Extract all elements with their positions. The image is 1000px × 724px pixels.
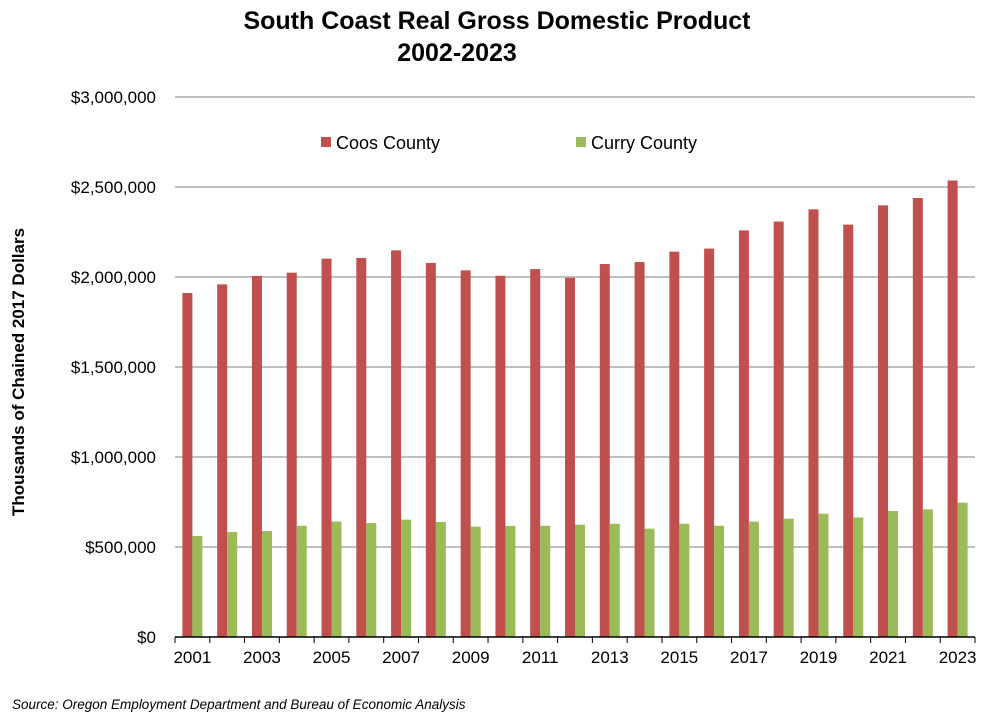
- x-tick-label: 2021: [869, 648, 907, 667]
- y-axis-label: Thousands of Chained 2017 Dollars: [9, 228, 28, 516]
- bar-coos-county-2005: [321, 258, 332, 637]
- y-tick-label: $0: [137, 628, 156, 647]
- legend-swatch-curry: [576, 137, 586, 147]
- bar-coos-county-2009: [460, 270, 471, 637]
- bar-coos-county-2013: [599, 264, 610, 637]
- bar-coos-county-2011: [530, 269, 541, 637]
- bar-curry-county-2015: [679, 523, 690, 637]
- bar-coos-county-2014: [634, 262, 645, 637]
- bar-coos-county-2004: [286, 272, 297, 637]
- bar-coos-county-2003: [251, 275, 262, 637]
- y-tick-label: $500,000: [85, 538, 156, 557]
- bar-curry-county-2001: [192, 536, 203, 637]
- bar-curry-county-2019: [818, 513, 829, 637]
- bar-coos-county-2008: [425, 262, 436, 637]
- chart-subtitle: 2002-2023: [397, 39, 517, 67]
- x-tick-label: 2007: [382, 648, 420, 667]
- x-tick-label: 2013: [591, 648, 629, 667]
- bar-curry-county-2008: [435, 521, 446, 637]
- bar-coos-county-2012: [565, 277, 575, 637]
- bar-coos-county-2023: [947, 180, 958, 637]
- bar-coos-county-2002: [217, 284, 228, 637]
- bar-curry-county-2007: [401, 519, 412, 637]
- bar-coos-county-2006: [356, 257, 367, 637]
- bar-coos-county-2018: [773, 221, 784, 637]
- bar-curry-county-2005: [331, 521, 342, 637]
- bar-curry-county-2023: [957, 502, 968, 637]
- x-tick-label: 2011: [522, 648, 559, 667]
- bar-coos-county-2020: [843, 224, 854, 637]
- bar-curry-county-2012: [575, 524, 585, 637]
- bar-curry-county-2013: [609, 523, 620, 637]
- bar-curry-county-2006: [366, 523, 377, 637]
- bar-coos-county-2016: [704, 248, 715, 637]
- bar-curry-county-2021: [888, 511, 899, 637]
- bar-curry-county-2010: [505, 525, 516, 637]
- y-tick-label: $1,500,000: [71, 358, 156, 377]
- bar-curry-county-2020: [853, 517, 864, 637]
- bar-curry-county-2004: [296, 525, 307, 637]
- bar-curry-county-2009: [470, 526, 481, 637]
- bar-coos-county-2007: [391, 250, 402, 638]
- y-tick-label: $2,000,000: [71, 268, 156, 287]
- bar-coos-county-2010: [495, 275, 506, 637]
- x-tick-label: 2001: [173, 648, 211, 667]
- y-tick-label: $2,500,000: [71, 178, 156, 197]
- y-tick-label: $1,000,000: [71, 448, 156, 467]
- bar-coos-county-2015: [669, 251, 680, 637]
- legend-label-curry: Curry County: [591, 133, 697, 153]
- x-tick-label: 2015: [660, 648, 698, 667]
- bar-curry-county-2011: [540, 525, 551, 637]
- x-tick-label: 2005: [313, 648, 351, 667]
- bar-curry-county-2018: [783, 518, 794, 637]
- bar-coos-county-2001: [182, 293, 193, 637]
- bar-coos-county-2019: [808, 209, 819, 637]
- legend-label-coos: Coos County: [336, 133, 440, 153]
- x-tick-label: 2003: [243, 648, 281, 667]
- bar-coos-county-2021: [878, 205, 889, 638]
- x-tick-label: 2019: [800, 648, 838, 667]
- bar-curry-county-2017: [748, 521, 759, 637]
- bar-curry-county-2002: [227, 532, 238, 637]
- bar-curry-county-2016: [714, 525, 725, 637]
- bar-coos-county-2017: [738, 230, 749, 637]
- chart-title: South Coast Real Gross Domestic Product: [243, 7, 751, 35]
- bar-curry-county-2022: [922, 509, 933, 637]
- x-tick-label: 2009: [452, 648, 490, 667]
- x-tick-label: 2023: [939, 648, 977, 667]
- bar-coos-county-2022: [912, 197, 923, 638]
- source-note: Source: Oregon Employment Department and…: [12, 697, 466, 712]
- legend-swatch-coos: [321, 137, 331, 147]
- bar-curry-county-2014: [644, 528, 655, 637]
- y-tick-label: $3,000,000: [71, 88, 156, 107]
- bar-curry-county-2003: [261, 530, 272, 637]
- x-tick-label: 2017: [730, 648, 768, 667]
